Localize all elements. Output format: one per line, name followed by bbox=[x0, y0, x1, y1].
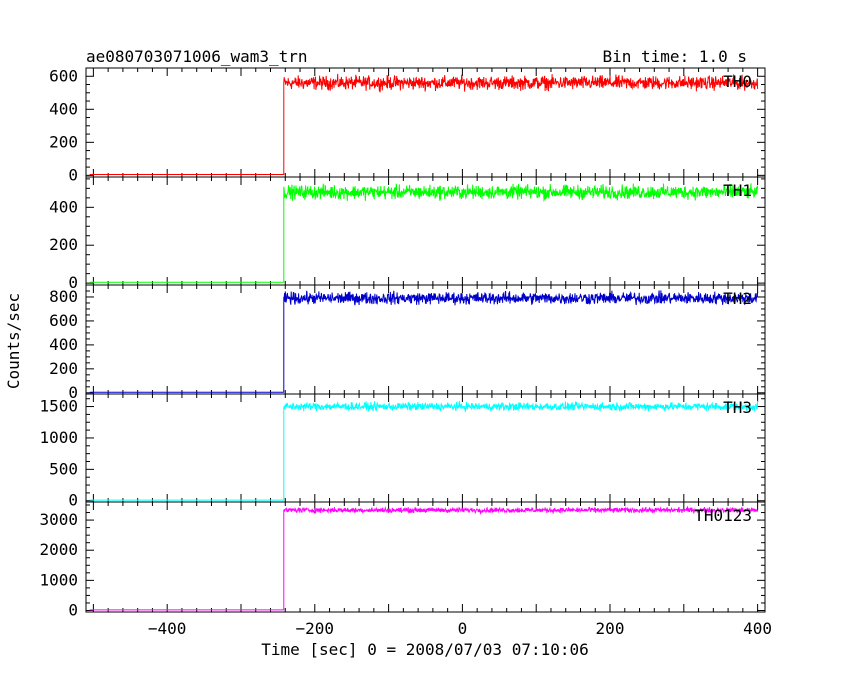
series-label-th1: TH1 bbox=[723, 181, 752, 200]
y-tick-label: 0 bbox=[68, 165, 78, 184]
y-tick-label: 400 bbox=[49, 335, 78, 354]
y-axis-label: Counts/sec bbox=[4, 293, 23, 389]
series-line-th3 bbox=[89, 400, 759, 501]
series-label-th2: TH2 bbox=[723, 289, 752, 308]
y-tick-label: 200 bbox=[49, 132, 78, 151]
panel-th0: 0 200 400 600 TH0 bbox=[49, 66, 766, 184]
x-tick-label: 400 bbox=[743, 619, 772, 638]
bin-time-label: Bin time: 1.0 s bbox=[603, 47, 748, 66]
series-label-th3: TH3 bbox=[723, 398, 752, 417]
y-tick-label: 0 bbox=[68, 491, 78, 510]
y-tick-label: 0 bbox=[68, 273, 78, 292]
y-tick-label: 500 bbox=[49, 459, 78, 478]
y-tick-label: 3000 bbox=[39, 510, 78, 529]
series-line-th0123 bbox=[89, 505, 759, 611]
x-axis-label: Time [sec] 0 = 2008/07/03 07:10:06 bbox=[261, 640, 589, 659]
y-tick-label: 600 bbox=[49, 311, 78, 330]
panel-th0123: 0 1000 2000 3000 TH0123 bbox=[39, 501, 766, 619]
y-tick-label: 400 bbox=[49, 197, 78, 216]
panel-th3: 0 500 1000 1500 TH3 bbox=[39, 393, 766, 510]
x-tick-label: 200 bbox=[596, 619, 625, 638]
y-tick-label: 200 bbox=[49, 359, 78, 378]
y-tick-label: 1000 bbox=[39, 428, 78, 447]
y-tick-label: 2000 bbox=[39, 540, 78, 559]
panel-th1: 0 200 400 TH1 bbox=[49, 176, 766, 292]
series-label-th0: TH0 bbox=[723, 72, 752, 91]
panel-frame bbox=[85, 393, 766, 503]
series-line-th2 bbox=[89, 290, 759, 393]
y-tick-label: 800 bbox=[49, 287, 78, 306]
x-tick-label: −200 bbox=[296, 619, 335, 638]
series-label-th0123: TH0123 bbox=[694, 506, 752, 525]
y-tick-label: 0 bbox=[68, 600, 78, 619]
y-tick-label: 600 bbox=[49, 66, 78, 85]
y-tick-label: 1000 bbox=[39, 570, 78, 589]
panel-th2: 0 200 400 600 800 TH2 bbox=[49, 284, 766, 402]
panel-frame bbox=[85, 501, 766, 613]
y-tick-label: 200 bbox=[49, 235, 78, 254]
y-tick-label: 400 bbox=[49, 99, 78, 118]
y-tick-label: 0 bbox=[68, 383, 78, 402]
series-line-th0 bbox=[89, 73, 759, 175]
x-tick-label: 0 bbox=[458, 619, 468, 638]
chart-title: ae080703071006_wam3_trn bbox=[86, 47, 308, 66]
x-tick-label: −400 bbox=[148, 619, 187, 638]
y-tick-label: 1500 bbox=[39, 397, 78, 416]
series-line-th1 bbox=[89, 183, 759, 283]
